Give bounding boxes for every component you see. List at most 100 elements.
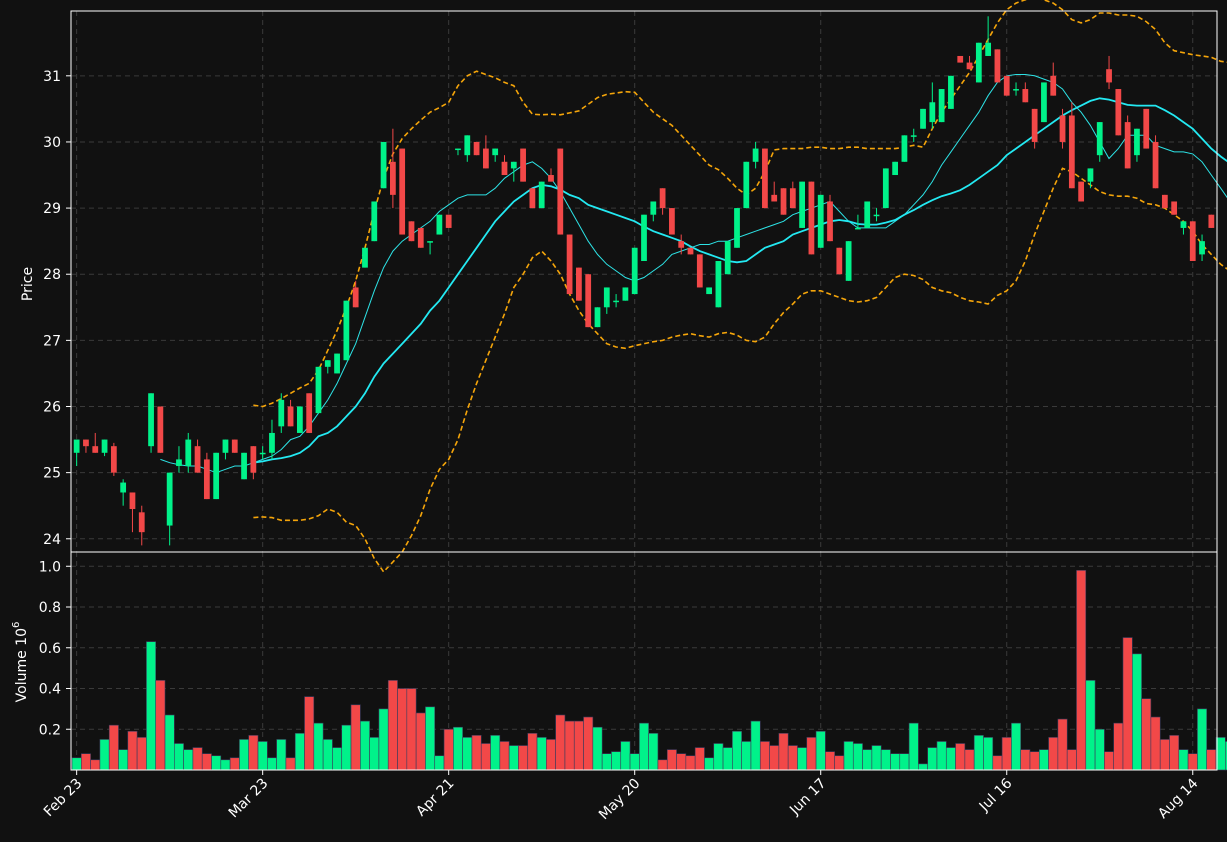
candle <box>994 49 1001 83</box>
candle <box>817 194 824 248</box>
volume-bar <box>90 759 101 771</box>
volume-bar <box>899 753 910 771</box>
volume-bar <box>1150 716 1161 771</box>
volume-bar <box>108 724 119 771</box>
volume-bar <box>1169 735 1180 771</box>
candle-body <box>501 161 508 176</box>
candle-body <box>250 446 257 473</box>
volume-bar <box>536 737 547 771</box>
candle-body <box>1096 122 1103 156</box>
price-tick-label: 29 <box>43 201 61 217</box>
volume-bar <box>480 743 491 771</box>
candle <box>538 181 545 209</box>
candle-body <box>743 161 750 209</box>
candle-body <box>1013 89 1019 91</box>
candle-body <box>148 393 154 447</box>
volume-bar <box>936 741 947 771</box>
candle-body <box>882 168 889 209</box>
volume-bar <box>406 688 417 771</box>
price-tick-label: 25 <box>43 466 61 482</box>
candle <box>427 241 433 255</box>
volume-bar <box>1113 722 1124 771</box>
candle-body <box>306 393 313 433</box>
candle <box>510 161 517 182</box>
candle-body <box>845 241 852 281</box>
bollinger-upper-band <box>253 0 1227 408</box>
candle <box>110 442 117 476</box>
candle-body <box>138 512 145 533</box>
candle <box>1171 201 1178 215</box>
volume-bar <box>118 749 129 771</box>
candle-body <box>864 201 871 228</box>
candle <box>873 208 880 222</box>
volume-bar <box>229 757 240 771</box>
volume-y-ticks: 0.2 0.4 0.6 0.8 1.0 <box>39 559 71 738</box>
candle <box>1031 108 1038 149</box>
candle <box>213 452 220 500</box>
candle <box>771 181 778 202</box>
candle <box>343 300 350 361</box>
candle-body <box>966 62 973 70</box>
candle <box>483 135 489 169</box>
volume-axis-exponent: 6 <box>11 622 22 628</box>
volume-bar <box>583 716 594 771</box>
candle-body <box>538 181 545 209</box>
candle-body <box>483 148 489 169</box>
candle <box>836 247 843 275</box>
candle-body <box>817 194 824 248</box>
candle <box>780 188 787 215</box>
candle-body <box>1124 122 1131 169</box>
volume-bar <box>1076 570 1087 771</box>
candle <box>762 148 768 209</box>
volume-bar <box>239 739 250 771</box>
candle <box>166 472 173 546</box>
candle <box>334 353 340 374</box>
volume-bar <box>499 741 510 771</box>
candle-body <box>1161 194 1168 209</box>
candle-body <box>352 287 359 308</box>
candle <box>269 419 275 460</box>
candle <box>1124 115 1131 169</box>
candle-body <box>613 300 619 303</box>
candle-body <box>455 148 461 151</box>
candle <box>315 366 322 414</box>
volume-bar <box>490 735 501 771</box>
candle-body <box>203 459 210 500</box>
candle-body <box>734 208 740 248</box>
candle <box>920 108 926 129</box>
candle-body <box>920 108 926 129</box>
volume-bar <box>685 755 696 771</box>
moving-average-slow <box>253 97 1227 464</box>
candle <box>408 221 415 242</box>
volume-bar <box>1104 751 1114 771</box>
volume-bar <box>146 641 157 771</box>
volume-bar <box>657 759 668 771</box>
volume-bar <box>369 737 380 771</box>
bollinger-lower-band <box>253 167 1227 574</box>
candle-body <box>724 241 731 275</box>
candle-body <box>110 446 117 473</box>
candle <box>1059 108 1066 149</box>
candle-body <box>641 214 647 261</box>
candlesticks <box>73 16 1215 546</box>
candle-body <box>1050 75 1057 96</box>
candle-body <box>678 241 685 248</box>
volume-bar <box>183 749 194 771</box>
candle <box>138 505 145 546</box>
candle-body <box>213 452 220 500</box>
volume-bar <box>1178 749 1189 771</box>
volume-bar <box>787 745 798 771</box>
candle-body <box>1171 201 1178 215</box>
candle <box>1096 122 1103 162</box>
candle <box>473 141 480 156</box>
candle-body <box>622 287 629 301</box>
candle-body <box>789 188 796 209</box>
candle-body <box>520 148 526 182</box>
candle-body <box>1059 115 1066 142</box>
candle-body <box>957 55 964 63</box>
candle-body <box>129 492 136 510</box>
candle-body <box>343 300 350 361</box>
candle <box>966 55 973 70</box>
volume-bar <box>713 743 724 771</box>
candle-body <box>603 287 610 308</box>
